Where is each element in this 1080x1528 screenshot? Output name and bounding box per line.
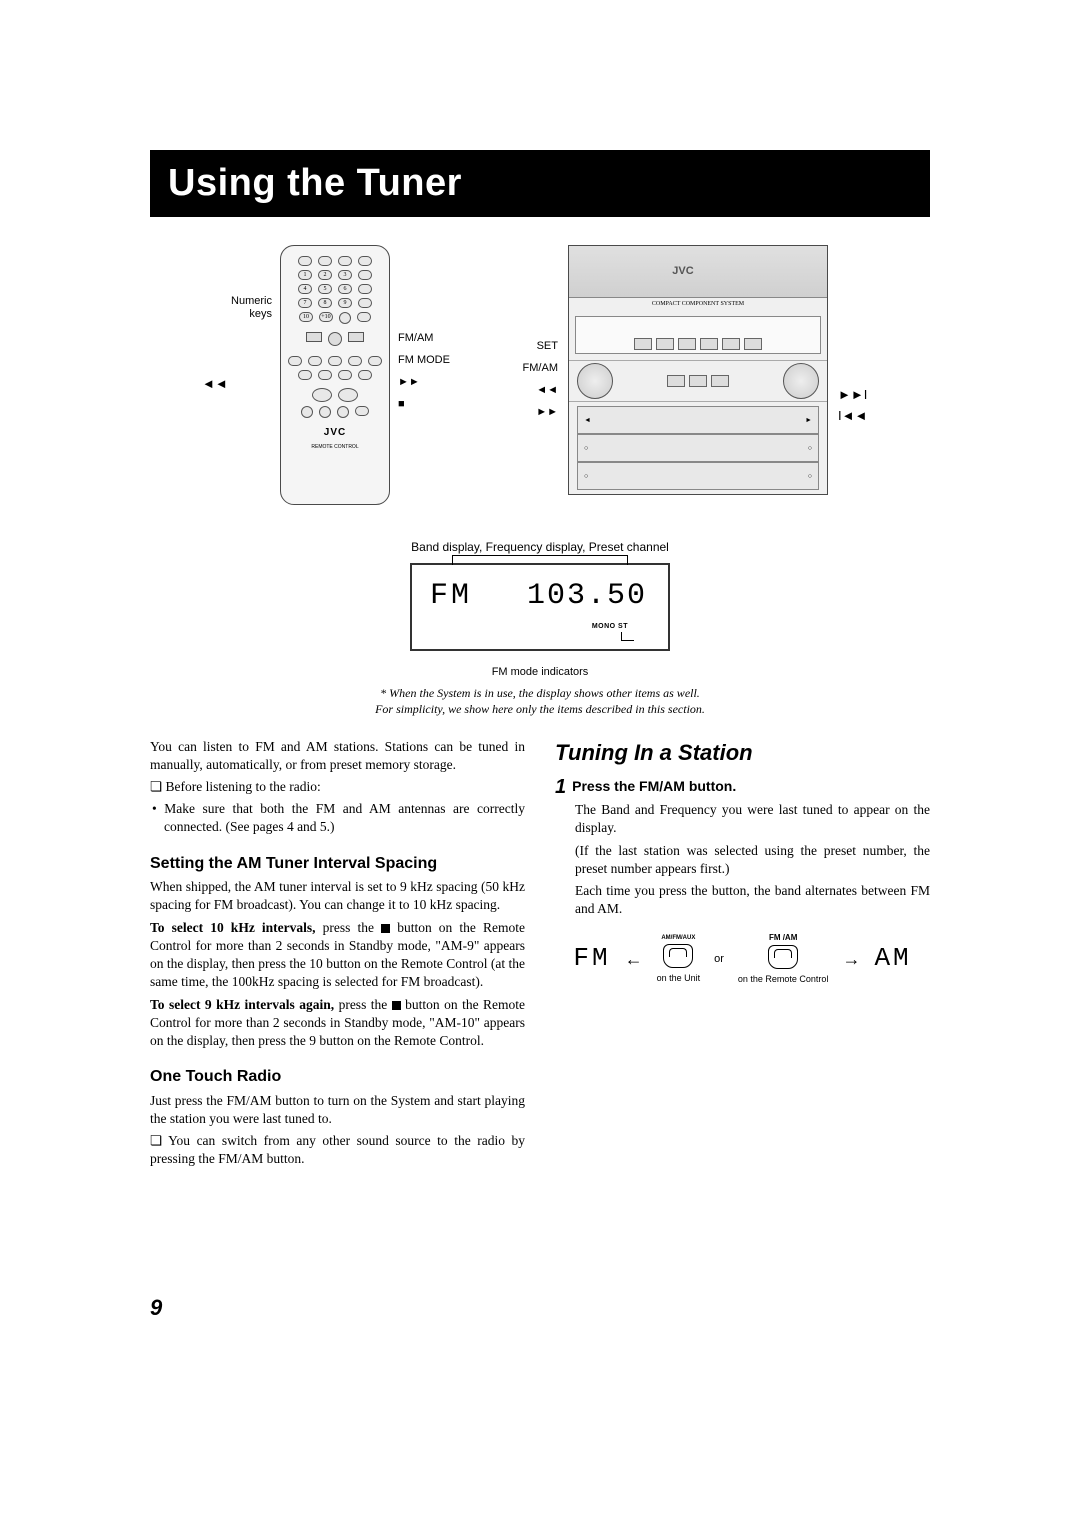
display-section: Band display, Frequency display, Preset …	[150, 539, 930, 717]
remote-fwd-label: ►►	[398, 371, 468, 393]
step-title: Press the FM/AM button.	[572, 777, 736, 796]
remote-figure: Numeric keys 123 456 789 10+10 JVC REMOT…	[212, 245, 468, 509]
footnote-line1: * When the System is in use, the display…	[150, 686, 930, 702]
setting-p3: To select 9 kHz intervals again, press t…	[150, 996, 525, 1051]
setting-p2: To select 10 kHz intervals, press the bu…	[150, 919, 525, 992]
step-number: 1	[555, 777, 566, 797]
step-1: 1 Press the FM/AM button.	[555, 777, 930, 797]
setting-heading: Setting the AM Tuner Interval Spacing	[150, 853, 525, 875]
onetouch-p: Just press the FM/AM button to turn on t…	[150, 1092, 525, 1128]
remote-fmam-label: FM/AM	[398, 327, 468, 349]
step1-p1: The Band and Frequency you were last tun…	[575, 801, 930, 837]
display-caption: Band display, Frequency display, Preset …	[150, 539, 930, 555]
unit-button-illustration: AM/FM/AUX on the Unit	[657, 934, 701, 984]
arrow-left-icon: ←	[625, 947, 643, 971]
unit-top-text: COMPACT COMPONENT SYSTEM	[569, 298, 827, 310]
remote-control: 123 456 789 10+10 JVC REMOTE CONTROL	[280, 245, 390, 505]
step1-p2: (If the last station was selected using …	[575, 842, 930, 878]
page-title: Using the Tuner	[168, 158, 912, 209]
unit-set-label: SET	[508, 335, 558, 357]
page-number: 9	[150, 1293, 930, 1323]
button-diagram: FM ← AM/FM/AUX on the Unit or FM /AM on …	[555, 933, 930, 986]
figures-row: Numeric keys 123 456 789 10+10 JVC REMOT…	[150, 245, 930, 509]
onetouch-heading: One Touch Radio	[150, 1066, 525, 1088]
columns: You can listen to FM and AM stations. St…	[150, 738, 930, 1173]
remote-button-illustration: FM /AM on the Remote Control	[738, 933, 829, 986]
unit-fmam-label: FM/AM	[508, 357, 558, 379]
stop-icon	[381, 924, 390, 933]
unit-brand: JVC	[672, 264, 693, 279]
diagram-am: AM	[874, 941, 911, 976]
right-column: Tuning In a Station 1 Press the FM/AM bu…	[555, 738, 930, 1173]
lcd-mono-st: MONO ST	[592, 622, 628, 631]
display-sub: FM mode indicators	[150, 665, 930, 680]
remote-fmmode-label: FM MODE	[398, 349, 468, 371]
footnote: * When the System is in use, the display…	[150, 686, 930, 717]
before-listening: Before listening to the radio:	[150, 778, 525, 796]
footnote-line2: For simplicity, we show here only the it…	[150, 702, 930, 718]
remote-brand: JVC	[324, 426, 346, 440]
lcd-band: FM	[430, 576, 472, 617]
antenna-note: Make sure that both the FM and AM antenn…	[150, 800, 525, 836]
left-column: You can listen to FM and AM stations. St…	[150, 738, 525, 1173]
unit-rew-label: ◄◄	[508, 379, 558, 401]
stereo-unit: JVC COMPACT COMPONENT SYSTEM ◄► ○○ ○○	[568, 245, 828, 495]
unit-labels-right: ►►I I◄◄	[838, 245, 868, 427]
stop-icon	[392, 1001, 401, 1010]
unit-fwd-label: ►►	[508, 401, 558, 423]
diagram-fm: FM	[573, 941, 610, 976]
remote-rewind-label: ◄◄	[202, 375, 228, 393]
onetouch-bullet: You can switch from any other sound sour…	[150, 1132, 525, 1168]
unit-prev-label: I◄◄	[838, 406, 868, 427]
diagram-or: or	[714, 952, 724, 967]
remote-brand-sub: REMOTE CONTROL	[311, 444, 358, 451]
numeric-keys-label: Numeric keys	[212, 245, 272, 321]
lcd-display: FM 103.50 MONO ST	[410, 563, 670, 651]
arrow-right-icon: →	[842, 947, 860, 971]
step1-p3: Each time you press the button, the band…	[575, 882, 930, 918]
step-body: The Band and Frequency you were last tun…	[575, 801, 930, 918]
remote-labels-right: FM/AM FM MODE ►► ■	[398, 245, 468, 415]
tuning-section-heading: Tuning In a Station	[555, 738, 930, 768]
unit-labels-left: SET FM/AM ◄◄ ►►	[508, 245, 558, 423]
unit-figure: SET FM/AM ◄◄ ►► JVC COMPACT COMPONENT SY…	[508, 245, 868, 495]
unit-next-label: ►►I	[838, 385, 868, 406]
setting-p1: When shipped, the AM tuner interval is s…	[150, 878, 525, 914]
remote-stop-label: ■	[398, 393, 468, 415]
title-bar: Using the Tuner	[150, 150, 930, 217]
intro-text: You can listen to FM and AM stations. St…	[150, 738, 525, 774]
lcd-frequency: 103.50	[527, 576, 647, 617]
